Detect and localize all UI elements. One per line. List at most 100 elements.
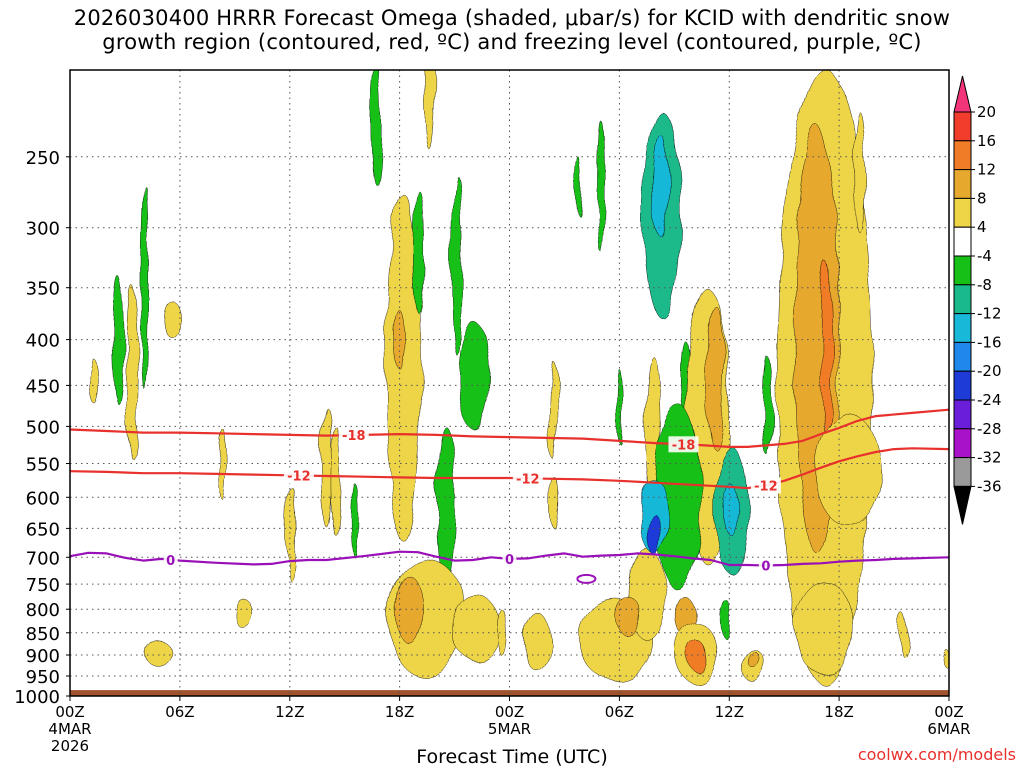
x-tick-label: 18Z xyxy=(385,703,414,721)
y-tick-label: 650 xyxy=(26,519,60,540)
freezing-level-contour xyxy=(70,550,949,567)
contour-label-bg xyxy=(750,477,781,494)
omega-cell xyxy=(550,478,561,530)
omega-cell xyxy=(762,356,773,457)
contour-label: -18 xyxy=(672,438,696,453)
colorbar-box xyxy=(953,197,972,228)
dgz-contour xyxy=(70,447,949,490)
omega-cell xyxy=(705,305,724,449)
colorbar-label: 4 xyxy=(977,218,987,236)
omega-cell xyxy=(111,275,124,404)
omega-cell xyxy=(423,70,435,150)
omega-cell xyxy=(458,323,492,431)
omega-cell xyxy=(370,70,382,185)
y-tick-label: 600 xyxy=(26,488,60,509)
omega-cell xyxy=(647,513,661,556)
omega-shading xyxy=(89,70,949,685)
x-tick-label: 00Z xyxy=(55,703,84,721)
omega-cell xyxy=(125,285,139,459)
omega-cell xyxy=(164,301,181,339)
colorbar-label: -16 xyxy=(977,333,1002,351)
y-tick-label: 1000 xyxy=(14,687,60,708)
colorbar-label: 20 xyxy=(977,103,996,121)
colorbar-label: -36 xyxy=(977,477,1002,495)
colorbar-box xyxy=(953,255,972,286)
colorbar-box xyxy=(953,111,972,142)
colorbar-box xyxy=(953,428,972,459)
colorbar: 20 16 12 8 4 -4 -8 -12 -16 -20 -24 -28 -32 -36 xyxy=(953,75,1002,525)
omega-cell xyxy=(286,486,297,583)
omega-cell xyxy=(450,174,463,355)
colorbar-box xyxy=(953,370,972,401)
colorbar-top-triangle xyxy=(953,75,972,113)
colorbar-label: -12 xyxy=(977,305,1002,323)
omega-cell xyxy=(384,194,422,542)
omega-cell xyxy=(452,595,501,661)
colorbar-box xyxy=(953,399,972,430)
omega-cell xyxy=(349,482,358,557)
y-tick-label: 950 xyxy=(26,667,60,688)
x-axis-title: Forecast Time (UTC) xyxy=(416,746,608,768)
omega-cell xyxy=(795,581,855,675)
x-tick-label: 5MAR xyxy=(488,720,531,738)
contour-label: -18 xyxy=(342,429,366,444)
x-tick-label: 2026 xyxy=(51,737,89,755)
credit-text: coolwx.com/models xyxy=(857,745,1016,764)
y-tick-label: 900 xyxy=(26,646,60,667)
y-tick-label: 850 xyxy=(26,624,60,645)
x-tick-label: 00Z xyxy=(495,703,524,721)
contour-label-bg xyxy=(512,470,543,487)
omega-cell xyxy=(234,599,254,629)
y-tick-label: 750 xyxy=(26,575,60,596)
omega-cell xyxy=(654,135,670,238)
omega-cell xyxy=(89,359,99,404)
colorbar-label: -24 xyxy=(977,391,1002,409)
omega-cell xyxy=(524,612,551,672)
contour-label-bg xyxy=(502,550,517,567)
x-tick-label: 06Z xyxy=(605,703,634,721)
omega-cell xyxy=(597,121,605,253)
x-tick-label: 18Z xyxy=(824,703,853,721)
x-tick-label: 4MAR xyxy=(48,720,91,738)
y-tick-label: 300 xyxy=(26,219,60,240)
dgz-contour xyxy=(70,408,949,448)
omega-cell xyxy=(575,157,583,216)
colorbar-label: 12 xyxy=(977,161,996,179)
colorbar-box xyxy=(953,457,972,487)
colorbar-box xyxy=(953,313,972,343)
contour-label: 0 xyxy=(761,560,770,575)
y-tick-label: 250 xyxy=(26,148,60,169)
contour-layer xyxy=(70,408,949,584)
omega-cell xyxy=(688,642,708,673)
colorbar-label: -4 xyxy=(977,247,992,265)
omega-cell xyxy=(395,574,422,644)
y-tick-label: 500 xyxy=(26,417,60,438)
grid-lines xyxy=(70,70,949,697)
contour-label: -12 xyxy=(516,472,540,487)
omega-cell xyxy=(943,650,949,668)
x-tick-label: 12Z xyxy=(275,703,304,721)
colorbar-bottom-triangle xyxy=(953,485,972,525)
contour-label: 0 xyxy=(166,554,175,569)
terrain-surface xyxy=(70,690,949,696)
contour-label: 0 xyxy=(505,553,514,568)
title-line-1: 2026030400 HRRR Forecast Omega (shaded, … xyxy=(73,6,951,30)
contour-label-bg xyxy=(668,436,699,453)
contour-label-bg xyxy=(283,467,314,484)
omega-cell xyxy=(144,639,171,667)
omega-cell xyxy=(898,614,909,656)
y-tick-label: 400 xyxy=(26,331,60,352)
colorbar-label: -32 xyxy=(977,449,1002,467)
colorbar-label: -28 xyxy=(977,420,1002,438)
omega-cell xyxy=(414,191,426,315)
omega-cell xyxy=(320,406,333,528)
omega-cell xyxy=(141,185,150,391)
closed-omega-contour xyxy=(576,573,597,584)
contour-label-bg xyxy=(163,551,178,568)
x-tick-label: 6MAR xyxy=(927,720,970,738)
x-tick-label: 06Z xyxy=(165,703,194,721)
colorbar-box xyxy=(953,341,972,372)
contour-label: -12 xyxy=(754,480,778,495)
